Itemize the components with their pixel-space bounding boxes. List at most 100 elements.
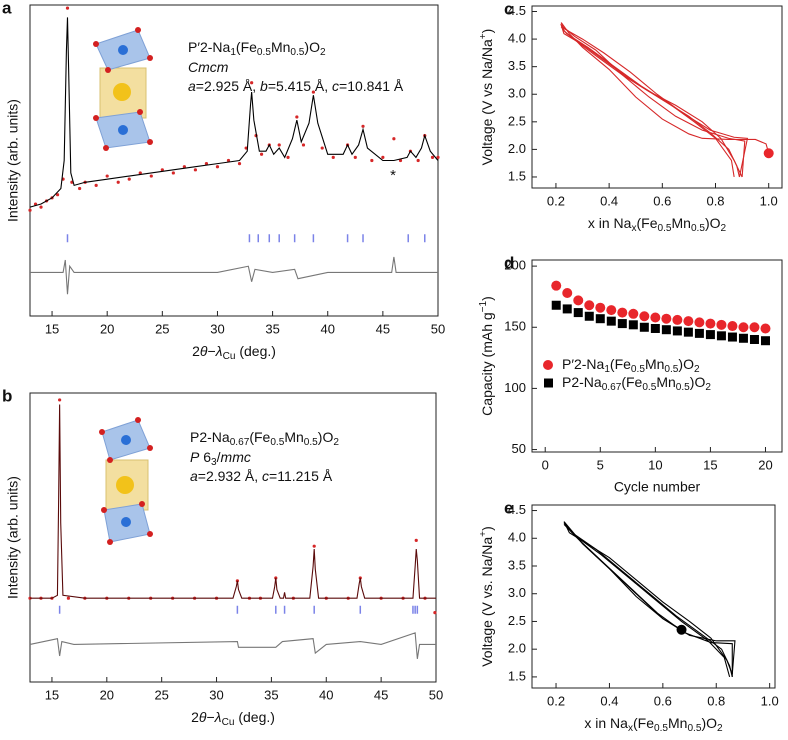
- data-point: [661, 313, 672, 324]
- text-run: (Fe: [636, 215, 657, 231]
- text-run: 1: [604, 364, 610, 375]
- text-run: 1: [230, 47, 236, 58]
- text-run: 2: [333, 437, 339, 448]
- data-point: [705, 318, 716, 329]
- x-tick-label: 1.0: [761, 693, 779, 708]
- data-point: [727, 321, 738, 332]
- crystal-icon-b: [99, 417, 153, 545]
- y-tick-label: 4.0: [508, 31, 526, 46]
- data-point: [105, 174, 109, 178]
- data-point: [414, 538, 418, 542]
- plot-frame: [531, 504, 776, 689]
- x-tick-label: 45: [376, 321, 390, 336]
- text-run: 0.5: [691, 223, 705, 234]
- plot-frame: [29, 392, 437, 683]
- impurity-marker: *: [390, 167, 396, 184]
- text-run: P2-Na: [562, 374, 602, 390]
- text-run: 2: [721, 223, 727, 234]
- data-point: [694, 328, 704, 338]
- text-run: θ: [199, 709, 207, 725]
- text-run: (Fe: [610, 356, 631, 372]
- text-run: )O: [705, 215, 721, 231]
- data-point: [606, 316, 616, 326]
- text-run: x in Na: [588, 215, 632, 231]
- text-run: +: [478, 531, 489, 537]
- text-run: P: [190, 449, 200, 465]
- data-line: [30, 256, 438, 295]
- y-tick-label: 1.5: [508, 168, 526, 183]
- text-run: −: [206, 709, 214, 725]
- data-point: [716, 319, 727, 330]
- text-run: 2: [717, 723, 723, 734]
- data-point: [683, 316, 694, 327]
- plot-frame: [531, 5, 783, 189]
- text-run: Mn: [271, 39, 290, 55]
- text-run: mmc: [221, 449, 251, 465]
- data-point: [760, 323, 771, 334]
- data-point: [551, 280, 562, 291]
- x-tick-label: 0: [542, 457, 549, 472]
- panel-label: b: [2, 386, 12, 405]
- x-axis-label: 2θ−λCu (deg.): [191, 709, 275, 728]
- y-tick-label: 4.5: [508, 3, 526, 18]
- data-point: [39, 205, 43, 209]
- text-run: =2.932 Å,: [198, 468, 262, 484]
- data-point: [683, 327, 693, 337]
- x-tick-label: 0.4: [600, 193, 618, 208]
- text-run: (deg.): [235, 343, 275, 359]
- text-run: P′2-Na: [188, 39, 231, 55]
- text-run: 0.5: [654, 723, 668, 734]
- text-run: P′2-Na: [562, 356, 605, 372]
- data-point: [55, 193, 60, 197]
- data-line: [29, 17, 439, 208]
- x-axis-label: 2θ−λCu (deg.): [192, 343, 276, 362]
- panel-label: c: [504, 0, 513, 18]
- y-tick-label: 3.0: [508, 86, 526, 101]
- x-tick-label: 15: [45, 321, 59, 336]
- crystal-icon-a: [93, 27, 153, 151]
- x-tick-label: 15: [703, 457, 717, 472]
- data-point: [760, 336, 770, 346]
- data-point: [160, 168, 164, 172]
- y-axis-label: Capacity (mAh g−1): [478, 296, 495, 416]
- panel-label: a: [2, 0, 12, 17]
- data-point: [361, 124, 365, 128]
- text-run: a: [190, 468, 198, 484]
- text-run: Voltage (V vs. Na/Na: [479, 537, 495, 667]
- legend-marker: [544, 378, 553, 388]
- data-point: [676, 624, 687, 635]
- x-tick-label: 40: [320, 321, 334, 336]
- text-run: x: [631, 223, 636, 234]
- y-tick-label: 4.0: [508, 530, 526, 545]
- data-point: [331, 155, 335, 159]
- legend-marker: [543, 360, 553, 370]
- data-point: [116, 180, 120, 184]
- y-tick-label: 2.5: [508, 113, 526, 128]
- text-run: )O: [318, 429, 334, 445]
- text-run: 0.5: [642, 382, 656, 393]
- space-group: P 63/mmc: [190, 449, 251, 468]
- data-point: [78, 186, 82, 191]
- x-tick-label: 50: [429, 687, 443, 702]
- text-run: )O: [701, 715, 717, 731]
- text-run: b: [260, 78, 268, 94]
- y-tick-label: 50: [512, 441, 526, 456]
- x-tick-label: 35: [265, 321, 279, 336]
- data-point: [204, 162, 209, 166]
- data-point: [617, 307, 628, 318]
- text-run: Mn: [668, 715, 687, 731]
- data-point: [215, 165, 220, 169]
- data-point: [301, 143, 306, 147]
- text-run: 2: [320, 47, 326, 58]
- panel-label: e: [504, 498, 513, 517]
- x-tick-label: 40: [319, 687, 333, 702]
- text-run: P2-Na: [190, 429, 230, 445]
- text-run: 0.5: [257, 47, 271, 58]
- space-group: Cmcm: [188, 59, 229, 75]
- y-axis-label: Voltage (V vs. Na/Na+): [478, 526, 495, 667]
- data-point: [182, 165, 186, 169]
- text-run: 2: [705, 382, 711, 393]
- data-point: [551, 300, 561, 310]
- data-point: [672, 314, 683, 325]
